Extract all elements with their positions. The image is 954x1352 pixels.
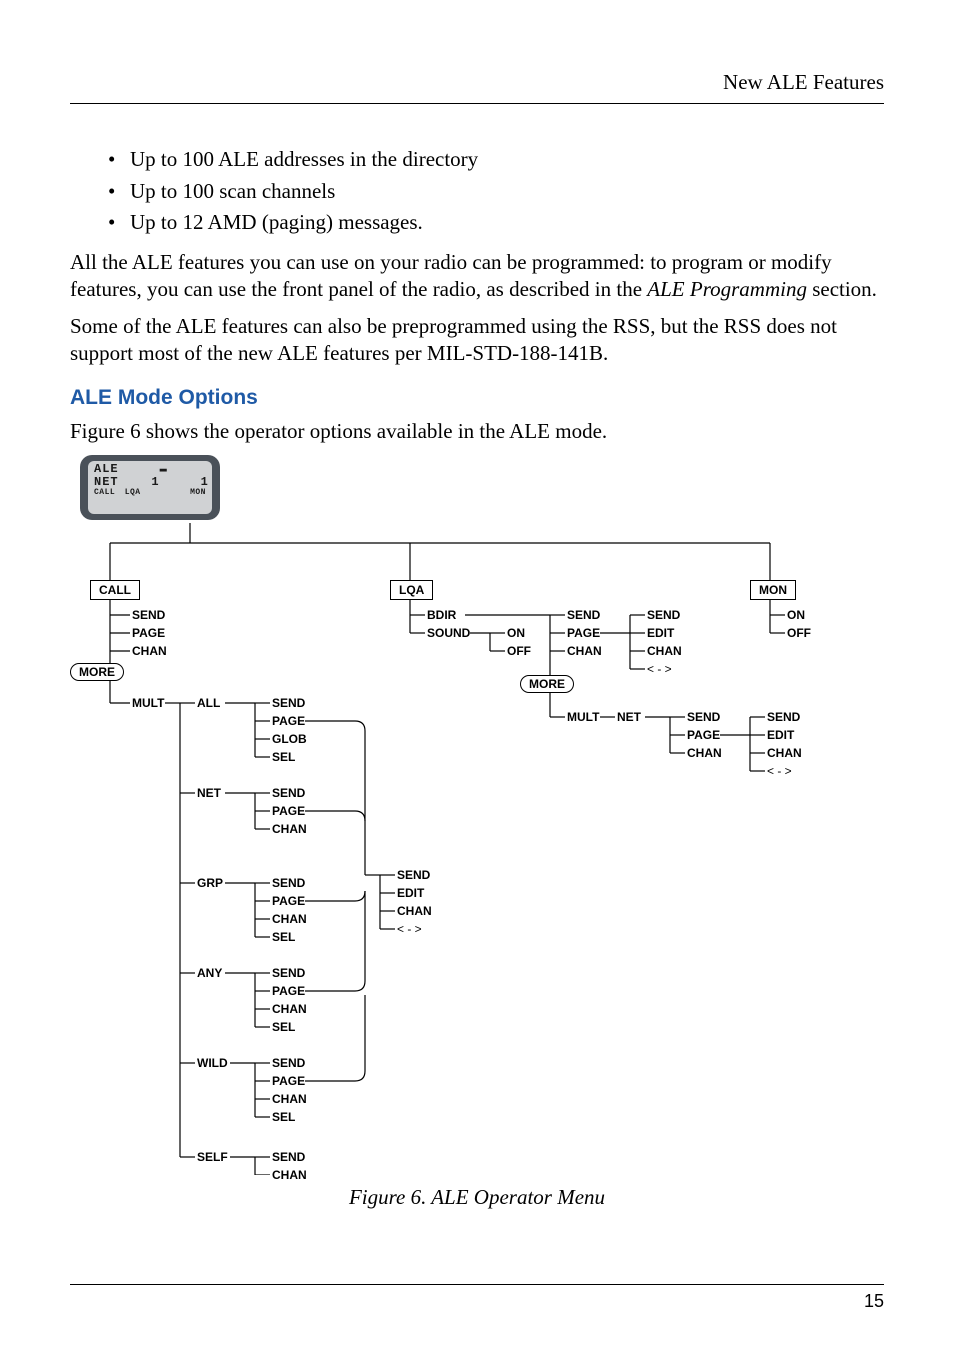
para1-c: section.: [807, 277, 877, 301]
mon-off: OFF: [787, 626, 811, 640]
page-footer: 15: [70, 1284, 884, 1312]
page-number: 15: [864, 1291, 884, 1311]
all-page: PAGE: [272, 714, 305, 728]
grp-chan: CHAN: [272, 912, 307, 926]
lqa-net-send: SEND: [687, 710, 720, 724]
grp-send: SEND: [272, 876, 305, 890]
lqa-mult: MULT: [567, 710, 599, 724]
call-send: SEND: [132, 608, 165, 622]
mult-wild: WILD: [197, 1056, 228, 1070]
any-chan: CHAN: [272, 1002, 307, 1016]
lqa-net-page-send: SEND: [767, 710, 800, 724]
lqa-page-edit: EDIT: [647, 626, 674, 640]
lqa-page-chan: CHAN: [647, 644, 682, 658]
lqa-box: LQA: [390, 580, 433, 600]
sound-on: ON: [507, 626, 525, 640]
paragraph-3: Figure 6 shows the operator options avai…: [70, 418, 884, 445]
any-page: PAGE: [272, 984, 305, 998]
lqa-r-chan: CHAN: [567, 644, 602, 658]
self-chan: CHAN: [272, 1168, 307, 1182]
ale-menu-diagram: ALE ▬ NET 1 1 CALL LQA MON: [70, 455, 850, 1175]
wild-sel: SEL: [272, 1110, 295, 1124]
paragraph-1: All the ALE features you can use on your…: [70, 249, 884, 304]
page-arrow: < - >: [397, 922, 422, 936]
lqa-r-page: PAGE: [567, 626, 600, 640]
all-sel: SEL: [272, 750, 295, 764]
lqa-page-arrow: < - >: [647, 662, 672, 676]
call-box: CALL: [90, 580, 140, 600]
paragraph-2: Some of the ALE features can also be pre…: [70, 313, 884, 368]
call-mult: MULT: [132, 696, 164, 710]
lqa-net-page-arrow: < - >: [767, 764, 792, 778]
call-page: PAGE: [132, 626, 165, 640]
section-title: ALE Mode Options: [70, 386, 884, 410]
more-pill-1: MORE: [70, 663, 124, 681]
bullet-1: Up to 100 ALE addresses in the directory: [130, 144, 884, 176]
lqa-sound: SOUND: [427, 626, 470, 640]
mult-net: NET: [197, 786, 221, 800]
diagram-lines: [70, 455, 850, 1175]
all-glob: GLOB: [272, 732, 307, 746]
page-header: New ALE Features: [70, 70, 884, 104]
any-sel: SEL: [272, 1020, 295, 1034]
self-send: SEND: [272, 1150, 305, 1164]
mult-all: ALL: [197, 696, 220, 710]
lqa-r-send: SEND: [567, 608, 600, 622]
feature-bullets: Up to 100 ALE addresses in the directory…: [70, 144, 884, 239]
page-chan: CHAN: [397, 904, 432, 918]
lqa-net-page-chan: CHAN: [767, 746, 802, 760]
more-pill-2: MORE: [520, 675, 574, 693]
lqa-page-send: SEND: [647, 608, 680, 622]
bullet-3: Up to 12 AMD (paging) messages.: [130, 207, 884, 239]
net-page: PAGE: [272, 804, 305, 818]
lqa-bdir: BDIR: [427, 608, 456, 622]
mult-self: SELF: [197, 1150, 228, 1164]
any-send: SEND: [272, 966, 305, 980]
lqa-mult-net: NET: [617, 710, 641, 724]
wild-send: SEND: [272, 1056, 305, 1070]
wild-chan: CHAN: [272, 1092, 307, 1106]
lqa-net-chan: CHAN: [687, 746, 722, 760]
mult-grp: GRP: [197, 876, 223, 890]
para1-b: ALE Programming: [647, 277, 807, 301]
lqa-net-page-edit: EDIT: [767, 728, 794, 742]
mult-any: ANY: [197, 966, 222, 980]
page-edit: EDIT: [397, 886, 424, 900]
net-chan: CHAN: [272, 822, 307, 836]
lqa-net-page: PAGE: [687, 728, 720, 742]
wild-page: PAGE: [272, 1074, 305, 1088]
grp-sel: SEL: [272, 930, 295, 944]
mon-box: MON: [750, 580, 796, 600]
grp-page: PAGE: [272, 894, 305, 908]
sound-off: OFF: [507, 644, 531, 658]
call-chan: CHAN: [132, 644, 167, 658]
net-send: SEND: [272, 786, 305, 800]
mon-on: ON: [787, 608, 805, 622]
bullet-2: Up to 100 scan channels: [130, 176, 884, 208]
all-send: SEND: [272, 696, 305, 710]
figure-caption: Figure 6. ALE Operator Menu: [70, 1185, 884, 1210]
page-send: SEND: [397, 868, 430, 882]
